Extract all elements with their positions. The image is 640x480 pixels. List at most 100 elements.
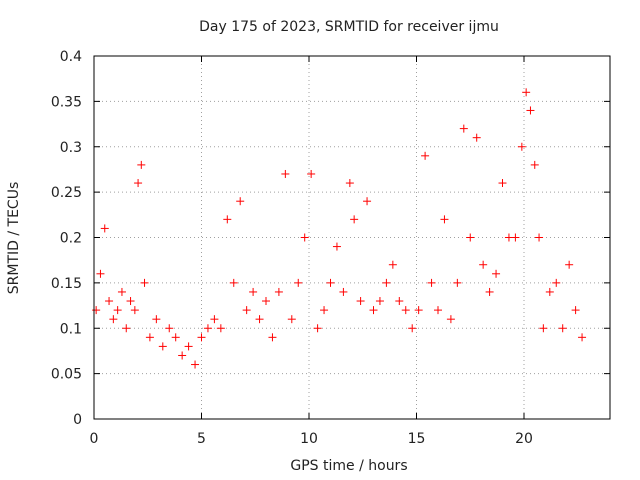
- data-point: [130, 306, 139, 315]
- data-point: [356, 297, 365, 306]
- data-point: [440, 215, 449, 224]
- data-point: [171, 333, 180, 342]
- data-point: [498, 179, 507, 188]
- data-point: [401, 306, 410, 315]
- y-tick-label: 0.2: [60, 231, 82, 247]
- data-point: [571, 306, 580, 315]
- data-point: [300, 233, 309, 242]
- data-point: [326, 278, 335, 287]
- data-point: [137, 160, 146, 169]
- data-point: [517, 142, 526, 151]
- data-point: [421, 151, 430, 160]
- data-point: [134, 179, 143, 188]
- data-point: [388, 260, 397, 269]
- data-point: [446, 315, 455, 324]
- x-axis-label: GPS time / hours: [290, 458, 407, 474]
- data-point: [345, 179, 354, 188]
- y-tick-label: 0.05: [51, 367, 82, 383]
- data-point: [526, 106, 535, 115]
- chart-title: Day 175 of 2023, SRMTID for receiver ijm…: [199, 19, 499, 35]
- data-point: [363, 197, 372, 206]
- data-point: [414, 306, 423, 315]
- x-tick-label: 0: [90, 431, 99, 447]
- grid: [94, 56, 610, 419]
- data-point: [178, 351, 187, 360]
- data-point: [249, 287, 258, 296]
- data-point: [105, 297, 114, 306]
- data-point: [466, 233, 475, 242]
- data-point: [223, 215, 232, 224]
- data-point: [320, 306, 329, 315]
- data-point: [395, 297, 404, 306]
- data-point: [158, 342, 167, 351]
- data-point: [565, 260, 574, 269]
- data-point: [307, 169, 316, 178]
- y-axis-label: SRMTID / TECUs: [6, 182, 22, 295]
- data-point: [313, 324, 322, 333]
- ticks: 0 0.05 0.1 0.15 0.2 0.25 0.3 0.35 0.4 0 5 10 15 20: [51, 49, 610, 447]
- data-point: [427, 278, 436, 287]
- data-point: [339, 287, 348, 296]
- data-point: [109, 315, 118, 324]
- data-point: [184, 342, 193, 351]
- y-tick-label: 0.4: [60, 49, 82, 65]
- data-point: [268, 333, 277, 342]
- data-point: [236, 197, 245, 206]
- data-point: [113, 306, 122, 315]
- data-point: [92, 306, 101, 315]
- x-tick-label: 20: [515, 431, 533, 447]
- x-tick-label: 5: [197, 431, 206, 447]
- data-point: [522, 88, 531, 97]
- data-point: [350, 215, 359, 224]
- data-point: [375, 297, 384, 306]
- data-point: [552, 278, 561, 287]
- data-point: [535, 233, 544, 242]
- data-point: [511, 233, 520, 242]
- data-point: [126, 297, 135, 306]
- data-point: [165, 324, 174, 333]
- data-point: [492, 269, 501, 278]
- data-point: [408, 324, 417, 333]
- data-point: [140, 278, 149, 287]
- y-tick-label: 0.1: [60, 321, 82, 337]
- data-point: [203, 324, 212, 333]
- y-tick-label: 0.25: [51, 185, 82, 201]
- data-point: [210, 315, 219, 324]
- data-point: [578, 333, 587, 342]
- data-point: [145, 333, 154, 342]
- data-point: [558, 324, 567, 333]
- data-point: [332, 242, 341, 251]
- data-point: [274, 287, 283, 296]
- data-point: [152, 315, 161, 324]
- data-point: [197, 333, 206, 342]
- data-point: [539, 324, 548, 333]
- data-point: [294, 278, 303, 287]
- data-point: [117, 287, 126, 296]
- data-point: [287, 315, 296, 324]
- y-tick-label: 0: [73, 412, 82, 428]
- data-point: [530, 160, 539, 169]
- data-point: [459, 124, 468, 133]
- data-layer: [92, 88, 587, 369]
- data-point: [216, 324, 225, 333]
- x-tick-label: 10: [300, 431, 318, 447]
- data-point: [229, 278, 238, 287]
- data-point: [434, 306, 442, 315]
- data-point: [453, 278, 462, 287]
- data-point: [255, 315, 264, 324]
- data-point: [191, 360, 200, 369]
- data-point: [262, 297, 270, 306]
- data-point: [382, 278, 391, 287]
- data-point: [472, 133, 481, 142]
- data-point: [96, 269, 105, 278]
- data-point: [485, 287, 494, 296]
- data-point: [122, 324, 131, 333]
- y-tick-label: 0.35: [51, 94, 82, 110]
- data-point: [369, 306, 378, 315]
- data-point: [545, 287, 554, 296]
- y-tick-label: 0.15: [51, 276, 82, 292]
- x-tick-label: 15: [408, 431, 426, 447]
- y-tick-label: 0.3: [60, 140, 82, 156]
